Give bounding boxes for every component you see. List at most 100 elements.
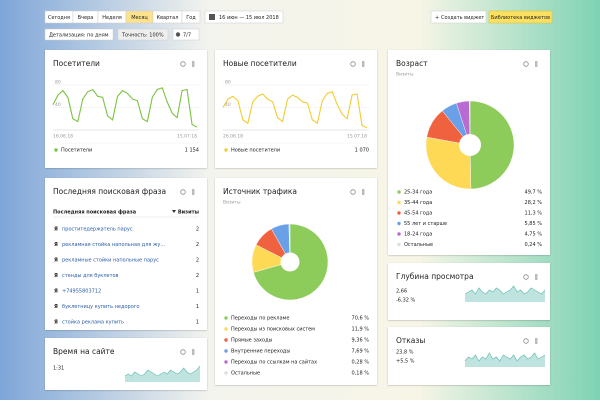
- legend-dot: [397, 190, 400, 193]
- search-phrase[interactable]: рекламные стойки напольные парус: [62, 257, 159, 264]
- drag-handle[interactable]: [192, 349, 195, 355]
- yandex-icon: Я: [54, 258, 58, 264]
- library-label[interactable]: Библиотека виджетов: [491, 15, 550, 21]
- period-label[interactable]: Вчера: [78, 15, 94, 21]
- widget-subtitle: Визиты: [396, 72, 414, 78]
- widget-subtitle: Визиты: [223, 200, 241, 206]
- yandex-icon: Я: [54, 304, 58, 310]
- legend-label: Остальные: [404, 242, 433, 248]
- legend-value: 28,2 %: [525, 200, 543, 206]
- search-phrase[interactable]: проститедержатель парус: [62, 227, 133, 233]
- widget-title: Источник трафика: [223, 187, 297, 196]
- widget-title: Новые посетители: [223, 59, 297, 68]
- x-end-label: 15.07.18: [177, 134, 197, 140]
- drag-handle[interactable]: [535, 338, 538, 344]
- legend-value: 0,18 %: [352, 371, 370, 377]
- legend-label: Новые посетители: [231, 148, 280, 154]
- create-label[interactable]: Создать виджет: [441, 15, 484, 21]
- widget-title: Глубина просмотра: [396, 272, 474, 281]
- visits-count: 1: [196, 289, 199, 295]
- drag-handle[interactable]: [362, 61, 365, 67]
- legend-value: 70,6 %: [352, 316, 370, 322]
- period-label[interactable]: Неделя: [102, 15, 122, 21]
- legend-value: 9,36 %: [352, 338, 370, 344]
- kpi-value: 2,66: [396, 289, 407, 295]
- y-tick-label: 40: [55, 102, 61, 108]
- visits-count: 2: [196, 273, 199, 279]
- legend-dot: [397, 243, 400, 246]
- search-phrase[interactable]: стойка реклама купить: [62, 319, 124, 326]
- pie-hole: [281, 253, 300, 272]
- x-start-label: 26.06.18: [223, 134, 243, 140]
- legend-label: Переходы по ссылкам на сайтах: [231, 359, 317, 366]
- legend-dot: [224, 360, 227, 363]
- y-tick-label: 80: [225, 80, 231, 86]
- visits-count: 1: [196, 304, 199, 310]
- visits-count: 2: [196, 227, 199, 233]
- filter-label[interactable]: Точность: 100%: [121, 33, 164, 39]
- legend-dot: [397, 232, 400, 235]
- x-end-label: 15.07.18: [347, 134, 367, 140]
- legend-value: 11,3 %: [525, 211, 543, 217]
- legend-dot: [397, 211, 400, 214]
- widget-title: Посетители: [53, 59, 100, 68]
- legend-value: 11,9 %: [352, 327, 370, 333]
- period-label[interactable]: Сегодня: [48, 15, 70, 21]
- legend-dot: [224, 349, 227, 352]
- legend-value: 4,75 %: [525, 232, 543, 238]
- widget-title: Возраст: [396, 59, 428, 68]
- filter-label[interactable]: Детализация: по дням: [49, 33, 109, 39]
- yandex-icon: Я: [54, 227, 58, 233]
- legend-value: 7,69 %: [352, 349, 370, 355]
- legend-label: Внутренние переходы: [231, 349, 290, 355]
- legend-label: 55 лет и старше: [404, 221, 447, 227]
- legend-label: 45-54 года: [404, 211, 432, 217]
- legend-dot: [224, 371, 227, 374]
- plus-icon: +: [435, 15, 439, 21]
- widget-title: Последняя поисковая фраза: [53, 187, 166, 196]
- kpi-delta: +5,5 %: [396, 359, 415, 365]
- visits-count: 1: [196, 320, 199, 326]
- drag-handle[interactable]: [192, 61, 195, 67]
- drag-handle[interactable]: [362, 189, 365, 195]
- column-header: Последняя поисковая фраза: [53, 209, 136, 216]
- drag-handle[interactable]: [535, 274, 538, 280]
- legend-dot: [54, 148, 57, 151]
- legend-label: 35-44 года: [404, 200, 432, 206]
- search-phrase[interactable]: +74955803712: [62, 289, 101, 295]
- visits-count: 2: [196, 258, 199, 264]
- yandex-icon: Я: [54, 273, 58, 279]
- period-label[interactable]: Месяц: [131, 15, 148, 21]
- widget-title: Отказы: [396, 336, 425, 345]
- legend-value: 0,28 %: [352, 360, 370, 366]
- filter-label[interactable]: 7/7: [183, 33, 191, 39]
- date-range[interactable]: 16 июн — 15 июл 2018: [219, 15, 279, 21]
- yandex-icon: Я: [54, 320, 58, 326]
- legend-label: Переходы из поисковых систем: [231, 327, 315, 333]
- legend-dot: [224, 316, 227, 319]
- legend-label: Посетители: [61, 148, 92, 154]
- calendar-icon: [209, 14, 215, 20]
- period-label[interactable]: Квартал: [157, 15, 179, 21]
- widget-panel: [45, 338, 207, 390]
- legend-label: 25-34 года: [404, 190, 432, 196]
- x-start-label: 16.06.18: [53, 134, 73, 140]
- drag-handle[interactable]: [192, 189, 195, 195]
- legend-value: 49,7 %: [525, 190, 543, 196]
- period-label[interactable]: Год: [186, 15, 196, 21]
- kpi-value: 1:31: [53, 366, 64, 372]
- legend-total: 1 070: [355, 148, 369, 154]
- legend-label: Прямые заходы: [231, 338, 273, 344]
- column-metric[interactable]: Визиты: [178, 210, 200, 216]
- legend-label: 18-24 года: [404, 232, 432, 238]
- legend-dot: [224, 327, 227, 330]
- yandex-icon: Я: [54, 289, 58, 295]
- drag-handle[interactable]: [535, 61, 538, 67]
- search-phrase[interactable]: стенды для буклетов: [62, 273, 119, 279]
- legend-value: 0,24 %: [525, 242, 543, 248]
- search-phrase[interactable]: буклетницу купить недорого: [62, 304, 139, 310]
- search-phrase[interactable]: рекламная стойка напольная для жу...: [62, 241, 166, 248]
- visits-count: 2: [196, 242, 199, 248]
